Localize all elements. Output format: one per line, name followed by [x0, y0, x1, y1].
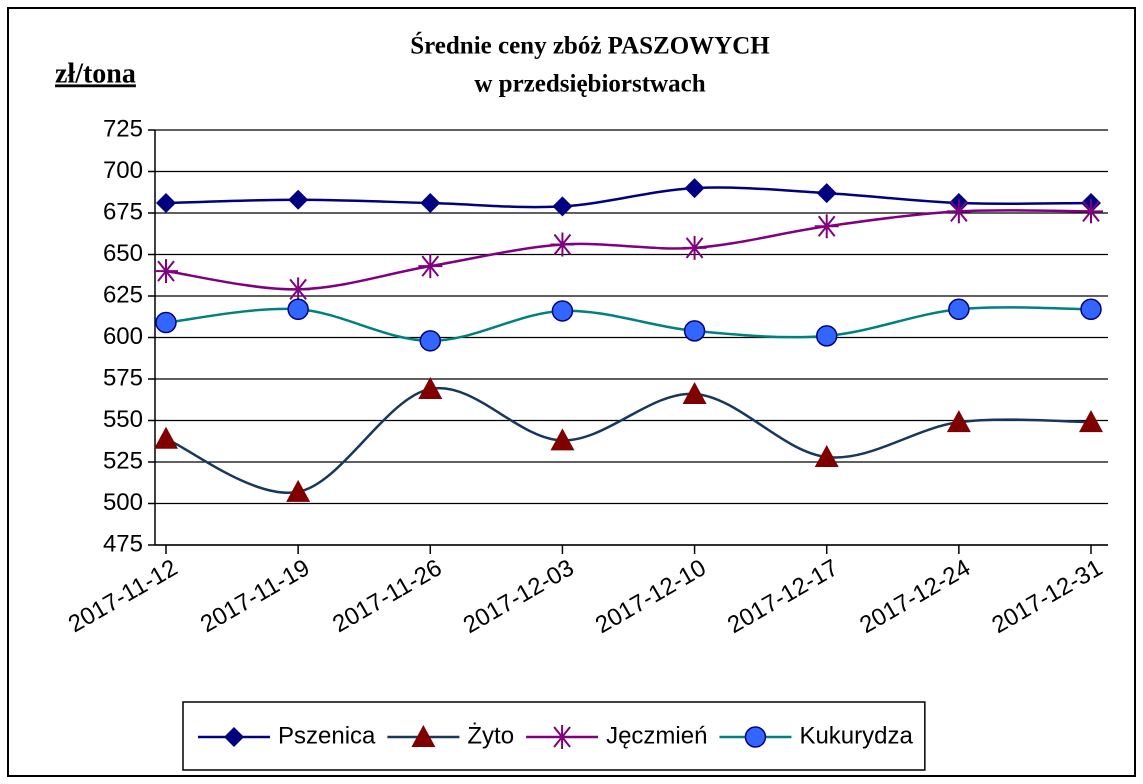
series-line — [165, 186, 1092, 209]
y-tick-label: 625 — [103, 281, 143, 308]
marker — [948, 298, 970, 321]
marker — [288, 189, 309, 210]
y-tick-label: 525 — [103, 447, 143, 474]
chart-frame — [7, 7, 1136, 777]
marker — [286, 479, 311, 502]
legend-label: Jęczmień — [606, 722, 707, 749]
y-tick-label: 500 — [103, 489, 143, 516]
marker — [946, 410, 971, 433]
marker — [418, 376, 443, 399]
marker — [155, 311, 177, 334]
marker — [684, 178, 705, 199]
y-tick-label: 675 — [103, 198, 143, 225]
marker — [551, 300, 574, 322]
marker — [946, 199, 971, 224]
y-tick-label: 700 — [103, 157, 143, 184]
marker — [420, 193, 441, 214]
y-tick-label: 725 — [103, 115, 143, 142]
series-line — [165, 208, 1092, 291]
marker — [814, 214, 839, 239]
y-tick-label: 550 — [103, 406, 143, 433]
marker — [1079, 410, 1103, 433]
marker — [550, 725, 575, 749]
marker — [682, 235, 707, 260]
marker — [744, 726, 767, 748]
legend-label: Żyto — [467, 722, 514, 749]
chart-title: Średnie ceny zbóż PASZOWYCH — [410, 32, 770, 60]
chart-title: w przedsiębiorstwach — [474, 71, 705, 98]
marker — [552, 196, 573, 217]
marker — [550, 232, 575, 257]
marker — [156, 193, 176, 214]
marker — [816, 183, 837, 204]
marker — [286, 277, 311, 302]
y-tick-label: 575 — [103, 364, 143, 391]
marker — [1079, 199, 1103, 224]
marker — [419, 330, 442, 352]
marker — [1080, 298, 1102, 321]
marker — [550, 428, 575, 451]
legend-label: Kukurydza — [799, 722, 913, 749]
y-tick-label: 475 — [103, 530, 143, 557]
y-tick-label: 600 — [103, 323, 143, 350]
legend: Pszenica Żyto Jęczmień Kukurydza — [182, 701, 926, 771]
marker — [411, 725, 436, 747]
y-axis-label: zł/tona — [55, 58, 136, 89]
marker — [154, 259, 178, 284]
marker — [682, 381, 707, 404]
marker — [224, 727, 244, 747]
series-line — [165, 306, 1092, 343]
marker — [287, 298, 309, 321]
marker — [683, 320, 706, 342]
marker — [815, 325, 838, 347]
marker — [814, 445, 839, 468]
y-tick-label: 650 — [103, 240, 143, 267]
marker — [154, 426, 178, 449]
legend-label: Pszenica — [278, 722, 376, 749]
series-line — [165, 386, 1092, 495]
marker — [418, 254, 443, 279]
